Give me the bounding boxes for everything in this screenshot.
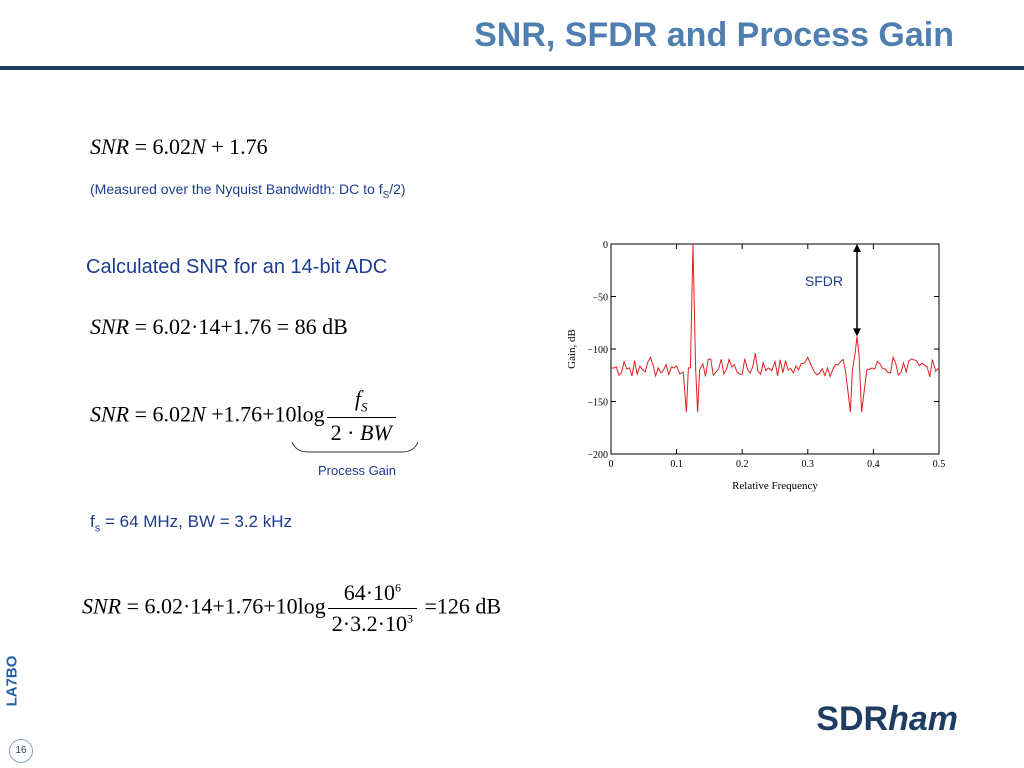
fs-bw-line: fs = 64 MHz, BW = 3.2 kHz (90, 512, 293, 535)
snr-symbol: SNR (90, 134, 130, 159)
side-label: LA7BO (3, 655, 21, 707)
bits-symbol: N (191, 134, 206, 159)
fraction-numerator: fS (354, 386, 368, 415)
formula-coefficient: = 6.02 (129, 401, 192, 427)
y-tick-label: −50 (592, 293, 608, 304)
fraction-numerator: 64·106 (343, 580, 402, 605)
fraction-numeric: 64·106 2·3.2·103 (327, 580, 417, 637)
formula-numeric-result: =126 dB (418, 593, 502, 619)
process-gain-label: Process Gain (318, 463, 397, 478)
sdrham-logo: SDRham (816, 700, 958, 738)
snr-formula-14bit: SNR = 6.02·14+1.76 = 86 dB (90, 314, 348, 340)
calc-heading: Calculated SNR for an 14-bit ADC (86, 256, 388, 278)
sfdr-annotation: SFDR (805, 273, 843, 289)
fraction-denominator: 2 · BW (326, 417, 396, 446)
formula-log-term: = 6.02·14+1.76+10log (121, 593, 326, 619)
x-tick-label: 0.3 (802, 459, 815, 470)
page-number: 16 (9, 739, 33, 763)
x-tick-label: 0.2 (736, 459, 749, 470)
snr-formula-general: SNR = 6.02N + 1.76 (90, 134, 268, 160)
plot-frame (610, 243, 940, 455)
y-tick-label: −200 (587, 450, 608, 461)
measured-note-subscript: S (382, 189, 390, 201)
fraction-denominator: 2·3.2·103 (327, 608, 417, 637)
title-divider (0, 66, 1024, 70)
sfdr-arrow-head-bottom (853, 328, 861, 337)
fraction-fs-over-2bw: fS 2 · BW (326, 386, 396, 446)
measured-note: (Measured over the Nyquist Bandwidth: DC… (90, 181, 406, 201)
formula-log-term: +1.76+10log (205, 401, 325, 427)
x-tick-label: 0.5 (933, 459, 946, 470)
x-tick-label: 0.1 (670, 459, 683, 470)
y-tick-label: 0 (603, 240, 608, 251)
bits-symbol: N (191, 401, 206, 427)
slide-title: SNR, SFDR and Process Gain (474, 16, 954, 54)
formula-14bit-result: = 6.02·14+1.76 = 86 dB (129, 314, 348, 339)
y-tick-label: −150 (587, 398, 608, 409)
snr-symbol: SNR (82, 593, 122, 619)
y-axis-label: Gain, dB (566, 329, 578, 369)
measured-note-text: (Measured over the Nyquist Bandwidth: DC… (90, 181, 383, 197)
sfdr-arrow-head-top (853, 244, 861, 252)
snr-symbol: SNR (90, 314, 130, 339)
formula-constant: + 1.76 (205, 134, 268, 159)
y-tick-label: −100 (587, 345, 608, 356)
x-tick-label: 0.4 (867, 459, 880, 470)
snr-formula-process-gain: SNR = 6.02N +1.76+10log fS 2 · BW (90, 386, 398, 446)
spectrum-line (610, 243, 940, 413)
formula-coefficient: = 6.02 (129, 134, 192, 159)
snr-symbol: SNR (90, 401, 130, 427)
sfdr-spectrum-chart: 0 0.1 0.2 0.3 0.4 0.5 0 −50 −100 −150 −200 Relative… (566, 240, 946, 492)
x-tick-label: 0 (609, 459, 614, 470)
process-gain-brace (291, 441, 419, 453)
measured-note-tail: /2) (389, 181, 406, 197)
snr-formula-numeric: SNR = 6.02·14+1.76+10log 64·106 2·3.2·103 … (82, 580, 501, 637)
x-axis-label: Relative Frequency (732, 480, 818, 492)
